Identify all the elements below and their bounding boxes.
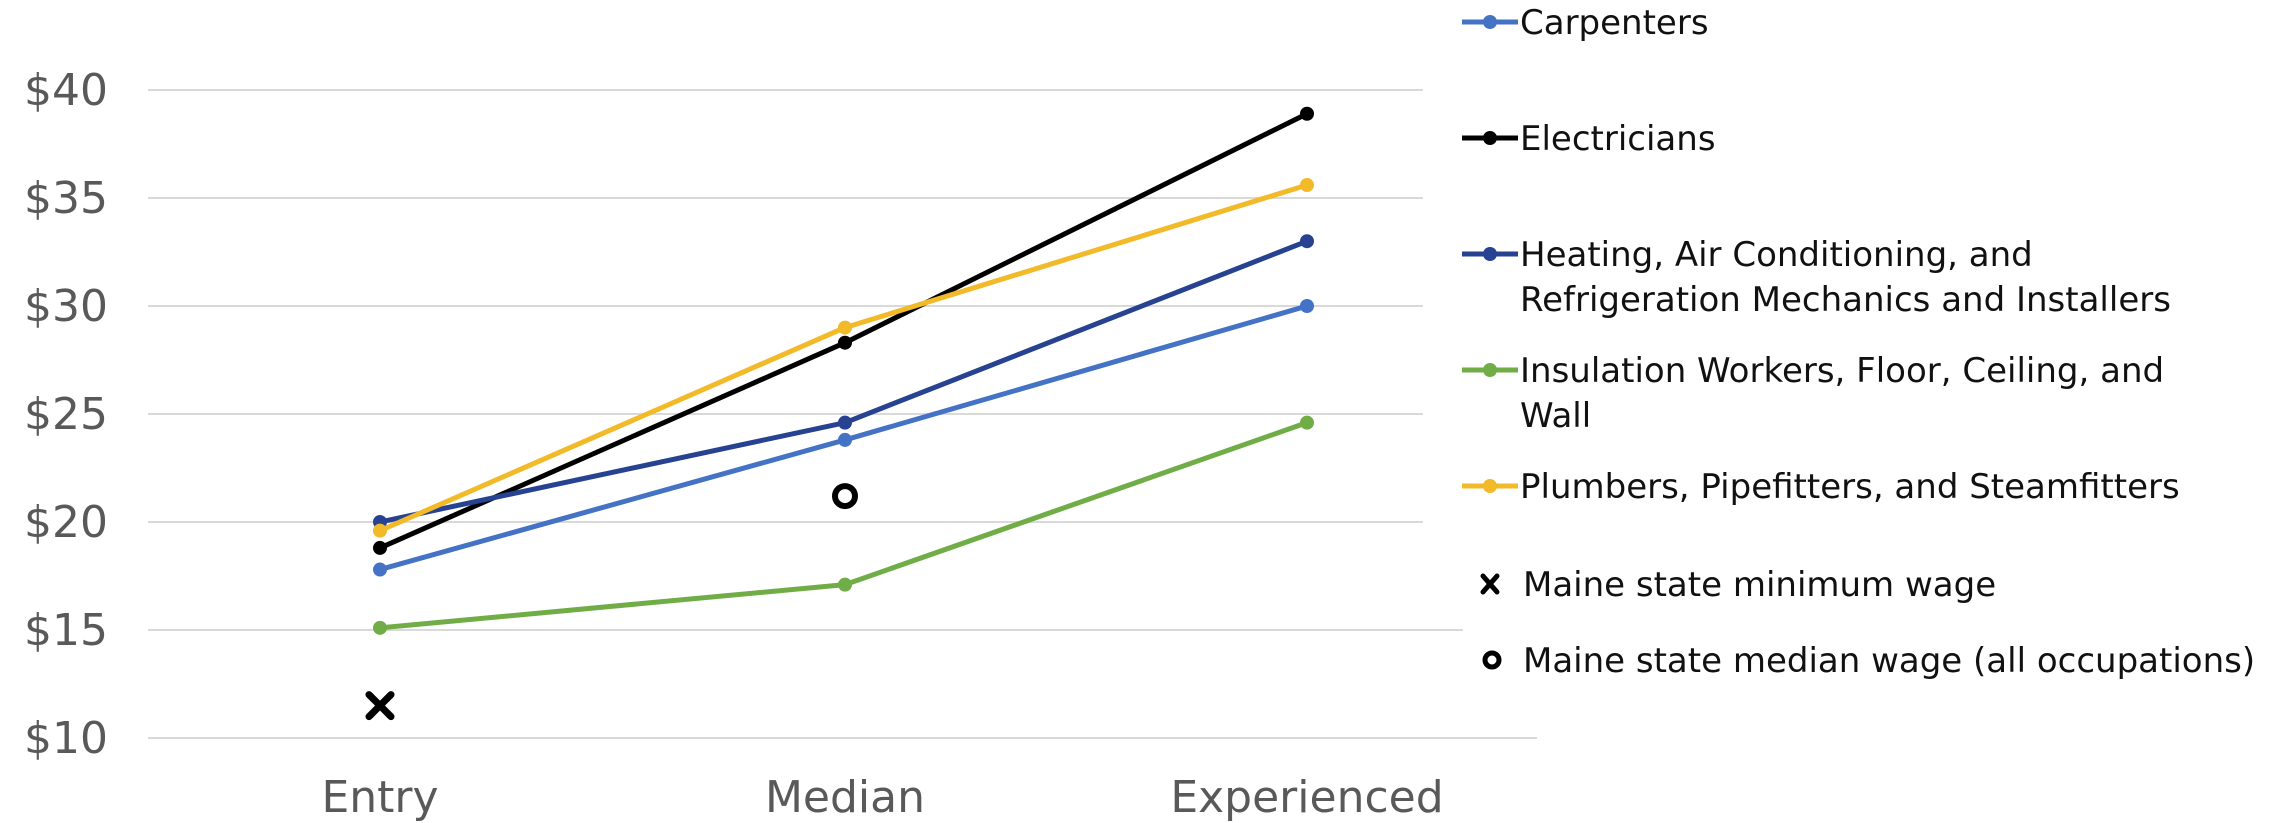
data-point <box>373 540 387 555</box>
median-wage-marker <box>832 483 858 510</box>
y-tick-label: $25 <box>24 389 108 440</box>
legend: Carpenters Electricians Heating, Air Condi… <box>1462 3 2255 681</box>
y-axis-tick-labels: $10 $15 $20 $25 $30 $35 $40 <box>24 65 108 764</box>
reference-markers <box>365 483 858 721</box>
legend-point-swatch <box>1483 247 1497 261</box>
data-point <box>838 432 852 447</box>
legend-label: Plumbers, Pipefitters, and Steamfitters <box>1520 467 2180 507</box>
data-point <box>1300 106 1314 121</box>
x-tick-label: Median <box>765 772 925 823</box>
x-tick-label: Experienced <box>1170 772 1443 823</box>
x-axis-tick-labels: Entry Median Experienced <box>321 772 1443 823</box>
y-tick-label: $40 <box>24 65 108 116</box>
data-point <box>838 320 852 335</box>
y-tick-label: $20 <box>24 497 108 548</box>
legend-label: Insulation Workers, Floor, Ceiling, and <box>1520 351 2164 391</box>
data-point <box>373 620 387 635</box>
gridlines <box>148 89 1537 739</box>
legend-entry: Electricians <box>1462 119 1716 159</box>
legend-label: Heating, Air Conditioning, and <box>1520 235 2033 275</box>
x-stroke <box>365 691 395 721</box>
legend-label: Refrigeration Mechanics and Installers <box>1520 280 2171 320</box>
legend-label: Electricians <box>1520 119 1716 159</box>
series-line <box>378 182 1308 533</box>
legend-entry: Maine state minimum wage <box>1480 565 1996 605</box>
data-point <box>1300 234 1314 249</box>
data-point <box>373 562 387 577</box>
legend-point-swatch <box>1483 131 1497 145</box>
series-line <box>379 420 1308 631</box>
y-tick-label: $30 <box>24 281 108 332</box>
y-tick-label: $35 <box>24 173 108 224</box>
minimum-wage-marker <box>365 691 395 721</box>
data-point <box>1300 415 1314 430</box>
legend-label: Wall <box>1520 396 1591 436</box>
legend-point-swatch <box>1483 479 1497 493</box>
legend-entry: Heating, Air Conditioning, and Refrigerat… <box>1462 235 2171 320</box>
x-tick-label: Entry <box>321 772 438 823</box>
series-lines <box>373 106 1314 635</box>
legend-point-swatch <box>1483 363 1497 377</box>
legend-entry: Insulation Workers, Floor, Ceiling, and W… <box>1462 351 2164 436</box>
data-point <box>1300 299 1314 313</box>
legend-entry: Plumbers, Pipefitters, and Steamfitters <box>1462 467 2180 507</box>
data-point <box>838 577 852 592</box>
data-point <box>373 523 387 538</box>
legend-entry: Maine state median wage (all occupations… <box>1482 641 2255 681</box>
legend-label: Maine state minimum wage <box>1523 565 1996 605</box>
data-point <box>838 335 852 350</box>
legend-label: Carpenters <box>1520 3 1709 43</box>
series-line <box>379 238 1308 525</box>
legend-label: Maine state median wage (all occupations… <box>1523 641 2255 681</box>
y-tick-label: $10 <box>24 713 108 764</box>
data-point <box>1300 178 1314 193</box>
legend-o-symbol <box>1482 650 1502 670</box>
y-tick-label: $15 <box>24 605 108 656</box>
legend-x-symbol <box>1480 573 1500 595</box>
x-stroke <box>1480 573 1500 595</box>
legend-entry: Carpenters <box>1462 3 1709 43</box>
data-point <box>838 415 852 430</box>
legend-point-swatch <box>1483 15 1497 29</box>
